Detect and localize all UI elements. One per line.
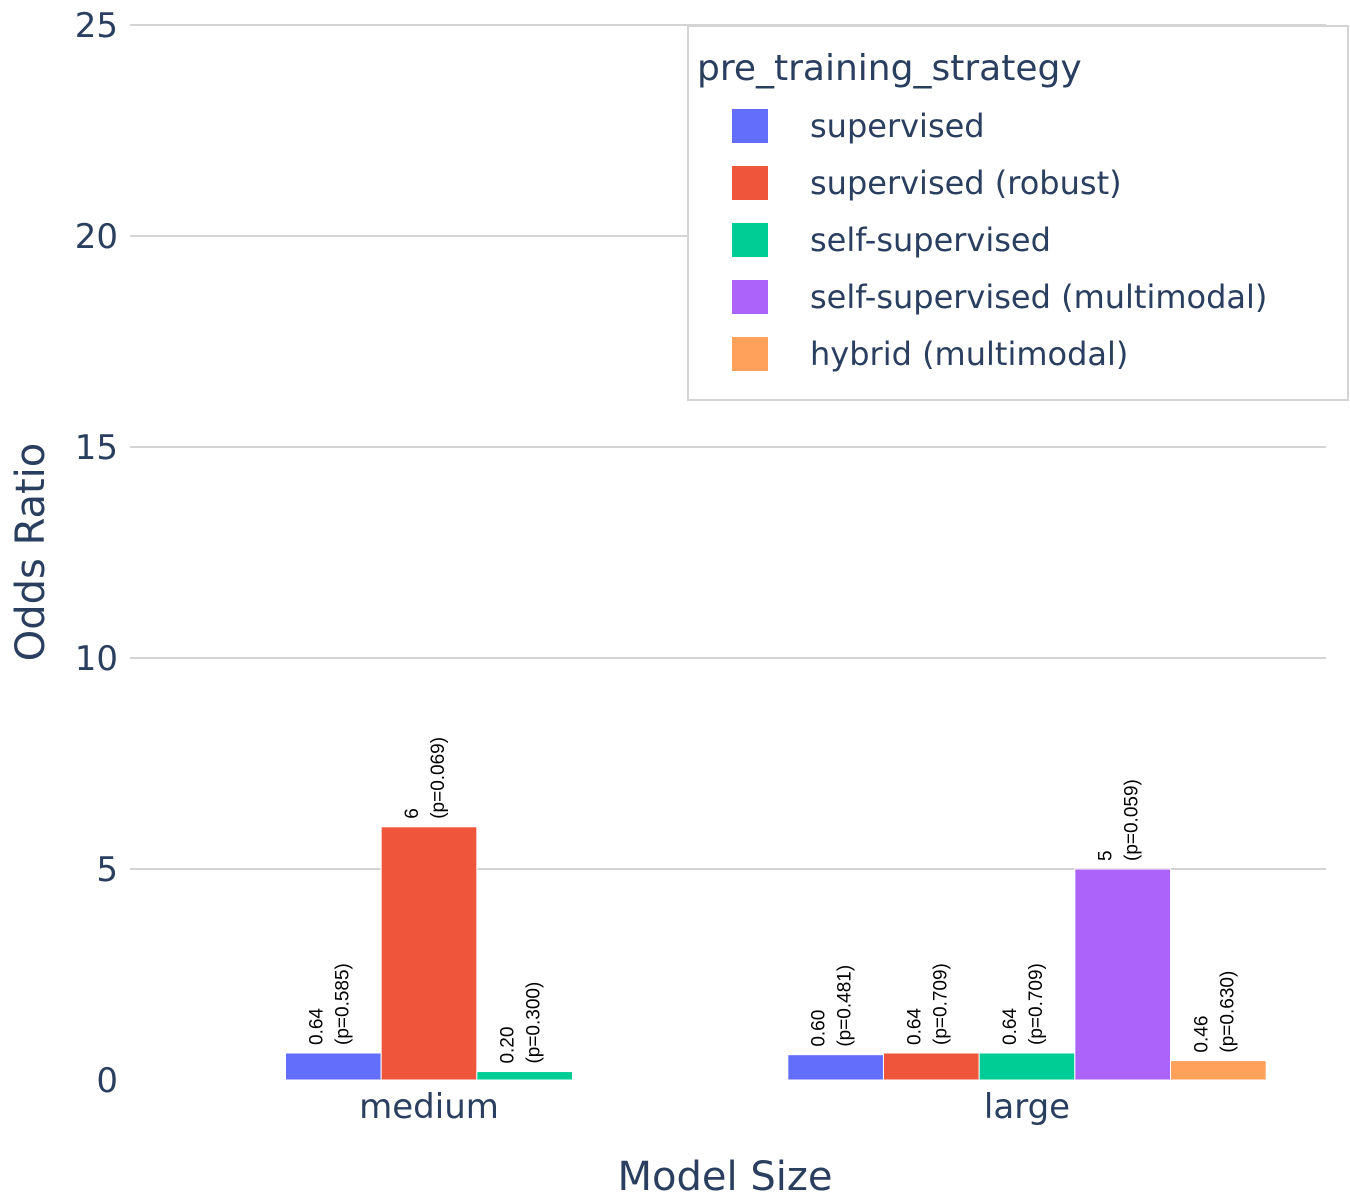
x-axis-ticks: medium large bbox=[359, 1087, 1070, 1127]
legend-title: pre_training_strategy bbox=[697, 48, 1082, 89]
bar-supervised-robust--large bbox=[882, 1052, 980, 1081]
bar-value: 0.20 bbox=[498, 1027, 519, 1064]
bar-value-label: 0.46 (p=0.630) bbox=[1191, 971, 1238, 1053]
bar-value-label: 0.20 (p=0.300) bbox=[498, 982, 545, 1064]
bar-value-label: 6 (p=0.069) bbox=[402, 737, 449, 819]
bar-supervised-robust--medium bbox=[380, 826, 478, 1081]
bar-labels: 0.64 (p=0.585)6 (p=0.069)0.20 (p=0.300) 0.60… bbox=[306, 737, 1238, 1064]
bar-p-value: (p=0.059) bbox=[1122, 779, 1143, 861]
legend: pre_training_strategy supervisedsupervis… bbox=[687, 25, 1349, 401]
legend-items: supervised supervised (robust) self-superv… bbox=[732, 107, 1267, 373]
bar-value: 6 bbox=[402, 808, 423, 819]
bar-value: 5 bbox=[1096, 850, 1117, 861]
legend-label: hybrid (multimodal) bbox=[810, 335, 1128, 373]
bar-value: 0.64 bbox=[1000, 1008, 1021, 1045]
bar-supervised-large bbox=[787, 1054, 884, 1081]
bar-p-value: (p=0.585) bbox=[332, 963, 353, 1045]
legend-swatch bbox=[732, 337, 768, 371]
legend-label: self-supervised (multimodal) bbox=[810, 278, 1267, 316]
bar-p-value: (p=0.630) bbox=[1217, 971, 1238, 1053]
bar-value-label: 0.64 (p=0.709) bbox=[1000, 963, 1047, 1045]
legend-swatch bbox=[732, 109, 768, 143]
x-axis-title: Model Size bbox=[618, 1154, 833, 1200]
bar-self-supervised-multimodal--large bbox=[1074, 868, 1172, 1081]
bar-self-supervised-large bbox=[978, 1052, 1076, 1081]
y-tick-label: 10 bbox=[75, 639, 118, 679]
bar-value-label: 0.60 (p=0.481) bbox=[809, 965, 856, 1047]
bar-p-value: (p=0.709) bbox=[1026, 963, 1047, 1045]
bars bbox=[284, 826, 1267, 1081]
bar-supervised-medium bbox=[284, 1052, 382, 1081]
bar-p-value: (p=0.709) bbox=[930, 963, 951, 1045]
bar-hybrid-multimodal--large bbox=[1170, 1060, 1267, 1081]
y-tick-label: 15 bbox=[75, 428, 118, 468]
legend-label: supervised (robust) bbox=[810, 164, 1122, 202]
bar-p-value: (p=0.069) bbox=[428, 737, 449, 819]
bar-value: 0.64 bbox=[904, 1008, 925, 1045]
bar-value-label: 5 (p=0.059) bbox=[1096, 779, 1143, 861]
y-axis-ticks: 0 5 10 15 20 25 bbox=[75, 6, 118, 1101]
y-tick-label: 20 bbox=[75, 217, 118, 257]
y-tick-label: 0 bbox=[96, 1061, 118, 1101]
bar-value-label: 0.64 (p=0.585) bbox=[306, 963, 353, 1045]
legend-box bbox=[687, 25, 1349, 401]
bar-p-value: (p=0.481) bbox=[835, 965, 856, 1047]
bar-p-value: (p=0.300) bbox=[524, 982, 545, 1064]
bar-value: 0.64 bbox=[306, 1008, 327, 1045]
x-tick-label: large bbox=[984, 1087, 1070, 1127]
legend-swatch bbox=[732, 166, 768, 200]
legend-swatch bbox=[732, 280, 768, 314]
bar-self-supervised-medium bbox=[476, 1071, 574, 1081]
bar-value-label: 0.64 (p=0.709) bbox=[904, 963, 951, 1045]
bar-value: 0.60 bbox=[809, 1010, 830, 1047]
legend-swatch bbox=[732, 223, 768, 257]
y-tick-label: 5 bbox=[96, 850, 118, 890]
y-axis-title: Odds Ratio bbox=[8, 443, 54, 662]
legend-label: supervised bbox=[810, 107, 985, 145]
legend-label: self-supervised bbox=[810, 221, 1051, 259]
x-tick-label: medium bbox=[359, 1087, 499, 1127]
bar-value: 0.46 bbox=[1191, 1016, 1212, 1053]
y-tick-label: 25 bbox=[75, 6, 118, 46]
